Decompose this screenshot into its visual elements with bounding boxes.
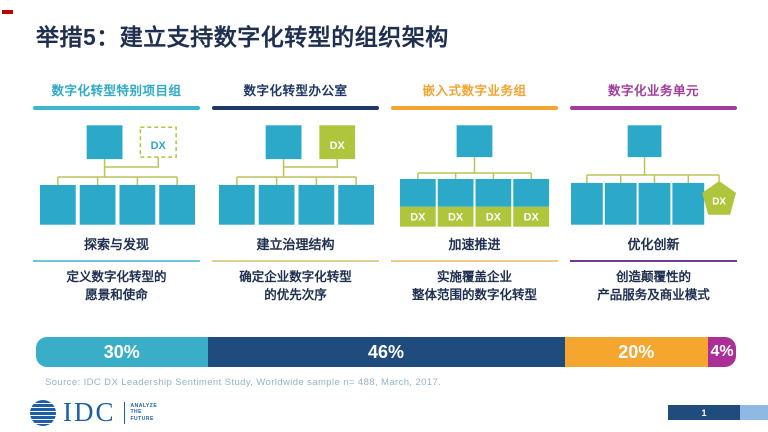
tagline-line-3: FUTURE (130, 415, 154, 422)
org-chart-solid-dx: DX (212, 122, 379, 228)
stage-underline (570, 260, 737, 262)
description-line-1: 确定企业数字化转型 (239, 270, 352, 284)
stage-underline (33, 260, 200, 262)
header-underline (570, 106, 737, 110)
column-description: 实施覆盖企业 整体范围的数字化转型 (391, 269, 558, 304)
stage-underline (391, 260, 558, 262)
bar-segment-dx-office: 46% (207, 337, 565, 367)
dx-node-label: DX (151, 140, 167, 152)
dx-node-label: DX (712, 196, 726, 207)
org-chart-embedded-dx: DX DX DX DX (391, 122, 558, 228)
dx-embedded-nodes: DX DX DX DX (399, 178, 550, 227)
column-header: 嵌入式数字业务组 (422, 84, 527, 98)
dx-node-label: DX (448, 212, 464, 224)
page-indicator-accent (740, 405, 768, 420)
bar-segment-special-project-team: 30% (36, 337, 208, 367)
stage-label: 优化创新 (627, 237, 680, 252)
org-chart-dashed-dx: DX (33, 122, 200, 228)
org-chart-svg: DX (570, 125, 737, 225)
column-embedded-digital-group: 嵌入式数字业务组 DX DX DX DX (391, 80, 558, 304)
idc-logo: IDC ANALYZE THE FUTURE (30, 399, 157, 426)
column-description: 确定企业数字化转型 的优先次序 (212, 269, 379, 304)
idc-logo-text: IDC (63, 397, 116, 427)
column-header: 数字化业务单元 (607, 84, 699, 98)
header-underline (391, 106, 558, 110)
column-header: 数字化转型特别项目组 (51, 84, 182, 98)
stage-label: 加速推进 (448, 237, 501, 252)
header-underline (212, 106, 379, 110)
description-line-2: 产品服务及商业模式 (597, 287, 710, 302)
dx-node-label: DX (524, 212, 540, 224)
slide-title: 举措5：建立支持数字化转型的组织架构 (36, 24, 449, 50)
org-chart-svg: DX (39, 125, 196, 225)
header-underline (33, 106, 200, 110)
tagline-line-1: ANALYZE (130, 402, 158, 409)
idc-globe-icon (30, 399, 56, 426)
dx-pentagon-node (702, 180, 737, 215)
slide-accent-mark (2, 10, 13, 14)
column-header: 数字化转型办公室 (243, 84, 348, 98)
description-line-1: 创造颠覆性的 (615, 270, 691, 284)
description-line-1: 实施覆盖企业 (436, 270, 512, 284)
idc-tagline: ANALYZE THE FUTURE (131, 403, 158, 423)
dx-node-label: DX (486, 212, 502, 224)
column-dx-office: 数字化转型办公室 DX 建立治理结构 (212, 80, 379, 304)
bar-segment-business-unit: 4% (708, 337, 736, 367)
dx-node-label: DX (410, 212, 426, 224)
org-chart-pentagon-dx: DX (570, 122, 737, 228)
description-line-2: 的优先次序 (264, 287, 327, 302)
source-note: Source: IDC DX Leadership Sentiment Stud… (45, 377, 442, 388)
description-line-2: 愿景和使命 (85, 287, 148, 302)
dx-node-label: DX (330, 140, 346, 152)
tagline-line-2: THE (130, 409, 142, 416)
column-special-project-team: 数字化转型特别项目组 DX 探索与发现 (33, 80, 200, 304)
bar-segment-embedded-group: 20% (564, 337, 708, 367)
stage-label: 建立治理结构 (256, 237, 335, 252)
page-indicator: 1 (668, 405, 768, 420)
column-description: 定义数字化转型的 愿景和使命 (33, 269, 200, 304)
description-line-1: 定义数字化转型的 (66, 270, 167, 284)
column-digital-business-unit: 数字化业务单元 DX 优化创新 创造颠覆性的 (570, 80, 737, 304)
org-chart-svg: DX DX DX DX (399, 125, 550, 227)
org-chart-svg: DX (218, 125, 375, 225)
org-structure-columns: 数字化转型特别项目组 DX 探索与发现 (33, 80, 737, 304)
column-description: 创造颠覆性的 产品服务及商业模式 (570, 269, 737, 304)
description-line-2: 整体范围的数字化转型 (411, 287, 537, 302)
logo-divider (123, 401, 125, 424)
stage-underline (212, 260, 379, 262)
page-number: 1 (668, 405, 740, 420)
stage-label: 探索与发现 (83, 237, 149, 252)
adoption-stacked-bar: 30% 46% 20% 4% (36, 337, 736, 367)
